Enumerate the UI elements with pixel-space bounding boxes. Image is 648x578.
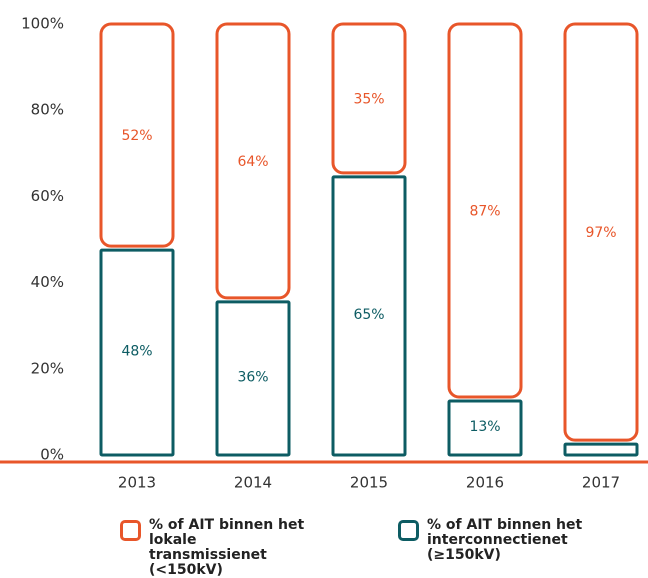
x-tick-label: 2017	[582, 474, 620, 492]
bar-segment	[563, 442, 639, 457]
y-tick-label: 0%	[40, 446, 64, 464]
chart: 0% 20% 40% 60% 80% 100% 2013 48% 52% 2014 36% 64% 20…	[0, 15, 648, 492]
legend-swatch	[398, 520, 419, 541]
data-label: 65%	[353, 307, 384, 323]
bar-segment	[447, 399, 523, 457]
bar-segment	[331, 175, 407, 457]
legend-label: % of AIT binnen het lokale transmissiene…	[149, 517, 305, 578]
bar-segment	[215, 300, 291, 457]
data-label: 64%	[237, 154, 268, 170]
bar-segment	[99, 22, 175, 248]
bar-segment	[447, 22, 523, 399]
bar-segment	[331, 22, 407, 175]
legend-item: % of AIT binnen het lokale transmissiene…	[120, 518, 319, 578]
data-label: 48%	[121, 344, 152, 360]
x-tick-label: 2015	[350, 474, 388, 492]
data-label: 87%	[469, 203, 500, 219]
data-label: 36%	[237, 369, 268, 385]
legend: % of AIT binnen het lokale transmissiene…	[0, 518, 648, 578]
data-label: 52%	[121, 128, 152, 144]
legend-item: % of AIT binnen het interconnectienet (≥…	[398, 518, 597, 563]
data-label: 35%	[353, 91, 384, 107]
bar-segment	[99, 248, 175, 457]
data-label: 97%	[585, 225, 616, 241]
y-tick-label: 60%	[31, 187, 64, 205]
y-tick-label: 40%	[31, 273, 64, 291]
legend-swatch	[120, 520, 141, 541]
bar-segment	[563, 22, 639, 442]
data-label: 13%	[469, 419, 500, 435]
y-tick-label: 100%	[21, 15, 64, 33]
bar-segment	[215, 22, 291, 300]
x-tick-label: 2016	[466, 474, 504, 492]
x-tick-label: 2013	[118, 474, 156, 492]
y-tick-label: 80%	[31, 101, 64, 119]
legend-label: % of AIT binnen het interconnectienet (≥…	[427, 517, 583, 563]
y-tick-label: 20%	[31, 359, 64, 377]
x-tick-label: 2014	[234, 474, 272, 492]
